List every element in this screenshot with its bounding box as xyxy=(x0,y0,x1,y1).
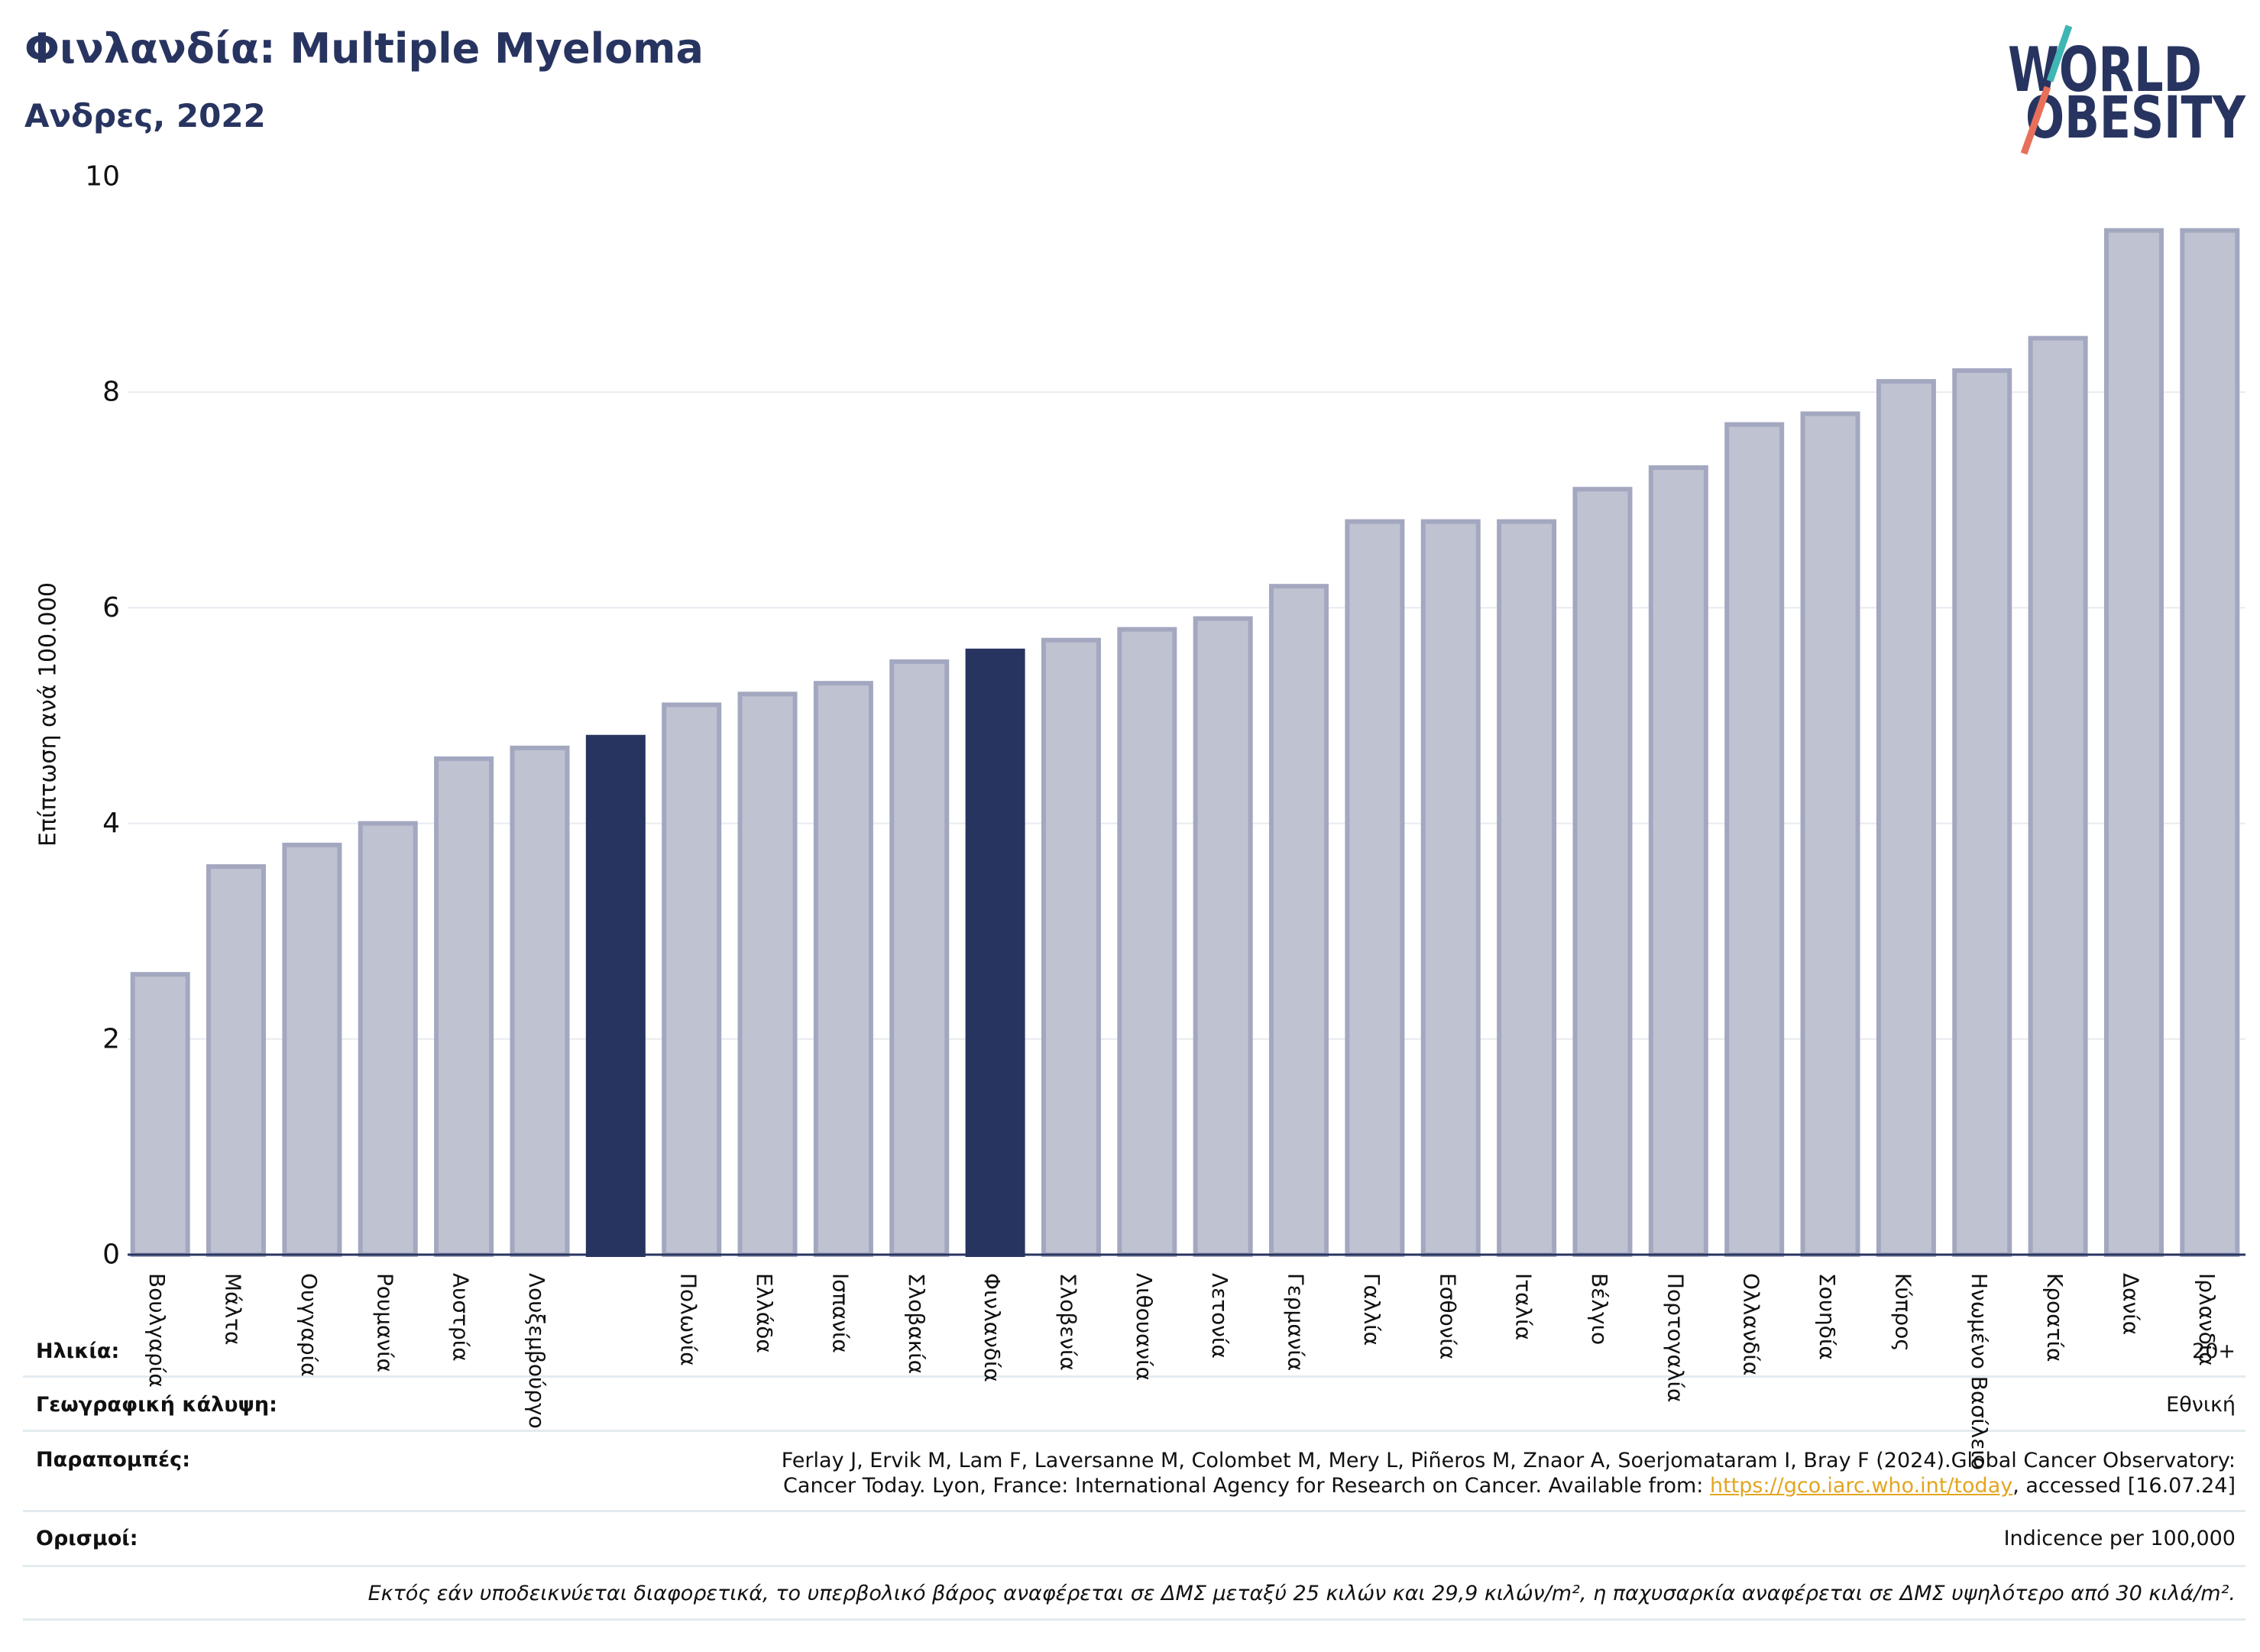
footnote: Εκτός εάν υποδεικνύεται διαφορετικά, το … xyxy=(367,1582,2236,1605)
definitions-label: Ορισμοί: xyxy=(36,1527,138,1550)
references-line-2-text: Cancer Today. Lyon, France: Internationa… xyxy=(783,1474,1710,1498)
source-link[interactable]: https://gco.iarc.who.int/today xyxy=(1709,1474,2013,1498)
references-line-1: Ferlay J, Ervik M, Lam F, Laversanne M, … xyxy=(781,1449,2236,1472)
definitions-value: Indicence per 100,000 xyxy=(2003,1527,2236,1550)
row-divider xyxy=(23,1618,2245,1621)
row-divider xyxy=(23,1375,2245,1378)
age-label: Ηλικία: xyxy=(36,1339,120,1363)
references-accessed-date: , accessed [16.07.24] xyxy=(2012,1474,2236,1498)
row-divider xyxy=(23,1430,2245,1432)
coverage-value: Εθνική xyxy=(2166,1393,2236,1417)
age-value: 20+ xyxy=(2192,1339,2236,1363)
references-value: Ferlay J, Ervik M, Lam F, Laversanne M, … xyxy=(782,1448,2236,1498)
coverage-label: Γεωγραφική κάλυψη: xyxy=(36,1393,277,1417)
row-divider xyxy=(23,1510,2245,1512)
references-label: Παραπομπές: xyxy=(36,1448,190,1472)
row-divider xyxy=(23,1565,2245,1567)
chart-subtitle: Ανδρες, 2022 xyxy=(24,97,266,134)
references-line-2: Cancer Today. Lyon, France: Internationa… xyxy=(782,1473,2236,1498)
chart-title: Φινλανδία: Multiple Myeloma xyxy=(24,24,704,73)
